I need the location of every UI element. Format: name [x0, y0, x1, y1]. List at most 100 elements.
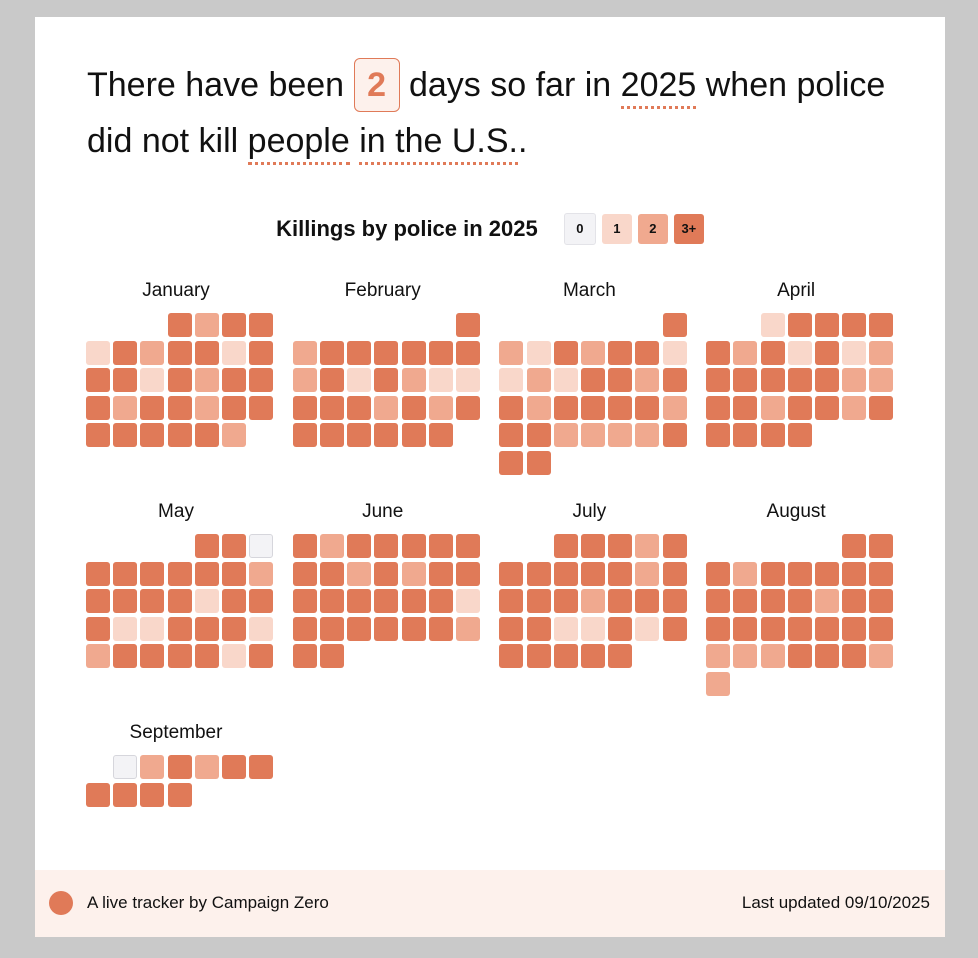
day-cell	[662, 561, 687, 586]
day-cell	[706, 340, 731, 365]
day-cell	[553, 395, 578, 420]
day-cell	[869, 395, 894, 420]
day-cell	[347, 561, 372, 586]
day-cell	[455, 561, 480, 586]
day-cell	[292, 561, 317, 586]
day-cell	[581, 395, 605, 420]
headline: There have been 2 days so far in 2025 wh…	[87, 57, 907, 169]
day-cell	[608, 340, 633, 365]
month-name: February	[344, 280, 421, 301]
month-name: April	[777, 280, 816, 301]
day-cell	[733, 368, 758, 392]
day-cell	[113, 589, 138, 613]
day-cell	[140, 644, 165, 668]
day-cell	[553, 561, 578, 586]
day-cell	[635, 561, 660, 586]
day-cell	[635, 340, 660, 365]
day-cell	[401, 616, 426, 641]
day-cell	[374, 368, 399, 392]
legend-swatch: 3+	[673, 214, 704, 244]
day-cell	[194, 561, 219, 586]
day-cell	[401, 395, 426, 420]
day-cell	[787, 561, 812, 586]
day-cell	[760, 313, 785, 337]
day-cell	[662, 340, 687, 365]
day-cell	[249, 395, 274, 420]
day-cell	[455, 395, 480, 420]
day-cell	[194, 423, 219, 447]
day-cell	[608, 644, 633, 668]
day-cell	[662, 313, 687, 337]
day-cell	[662, 616, 687, 641]
day-cell	[140, 340, 165, 365]
day-cell	[374, 534, 399, 558]
month-name: September	[129, 722, 223, 743]
day-cell	[347, 368, 372, 392]
day-cell	[869, 616, 894, 641]
day-cell	[842, 395, 867, 420]
day-cell	[194, 313, 219, 337]
day-cell	[428, 561, 453, 586]
day-cell	[760, 340, 785, 365]
day-cell	[428, 395, 453, 420]
day-cell	[553, 423, 578, 447]
day-cell	[499, 644, 524, 668]
tracker-card: There have been 2 days so far in 2025 wh…	[35, 17, 945, 937]
month-name: July	[572, 501, 607, 522]
day-cell	[428, 368, 453, 392]
day-cell	[194, 616, 219, 641]
day-cell	[194, 368, 219, 392]
day-cell	[292, 340, 317, 365]
day-cell	[113, 395, 138, 420]
day-cell	[814, 368, 839, 392]
day-cell	[706, 671, 731, 696]
day-cell	[167, 616, 192, 641]
day-cell	[553, 644, 578, 668]
day-cell	[526, 340, 551, 365]
day-cell	[842, 368, 867, 392]
day-cell	[706, 561, 731, 586]
day-cell	[428, 423, 453, 447]
day-cell	[292, 423, 317, 447]
day-cell	[455, 340, 480, 365]
day-cell	[608, 423, 633, 447]
day-cell	[869, 534, 894, 558]
year-dropdown[interactable]: 2025	[620, 66, 697, 109]
day-cell	[428, 534, 453, 558]
day-cell	[814, 644, 839, 668]
subject-dropdown[interactable]: people	[247, 122, 350, 165]
day-cell	[167, 644, 192, 668]
day-cell	[706, 395, 731, 420]
day-cell	[526, 616, 551, 641]
day-cell	[249, 534, 274, 558]
day-cell	[140, 368, 165, 392]
day-cell	[499, 589, 524, 613]
day-cell	[526, 644, 551, 668]
day-cell	[167, 340, 192, 365]
day-cell	[140, 423, 165, 447]
day-cell	[347, 395, 372, 420]
day-cell	[760, 644, 785, 668]
day-cell	[760, 616, 785, 641]
day-cell	[113, 755, 138, 779]
day-cell	[499, 368, 524, 392]
day-cell	[319, 616, 344, 641]
day-cell	[167, 368, 192, 392]
day-cell	[167, 423, 192, 447]
legend-swatch: 1	[601, 214, 632, 244]
day-cell	[86, 644, 110, 668]
day-cell	[733, 644, 758, 668]
place-dropdown[interactable]: in the U.S.	[359, 122, 518, 165]
day-cell	[401, 589, 426, 613]
day-cell	[581, 561, 605, 586]
footer: A live tracker by Campaign Zero Last upd…	[35, 870, 945, 937]
day-cell	[553, 616, 578, 641]
day-cell	[553, 340, 578, 365]
day-cell	[869, 313, 894, 337]
day-cell	[347, 340, 372, 365]
day-cell	[86, 782, 110, 807]
day-cell	[814, 340, 839, 365]
day-cell	[113, 423, 138, 447]
day-cell	[869, 644, 894, 668]
